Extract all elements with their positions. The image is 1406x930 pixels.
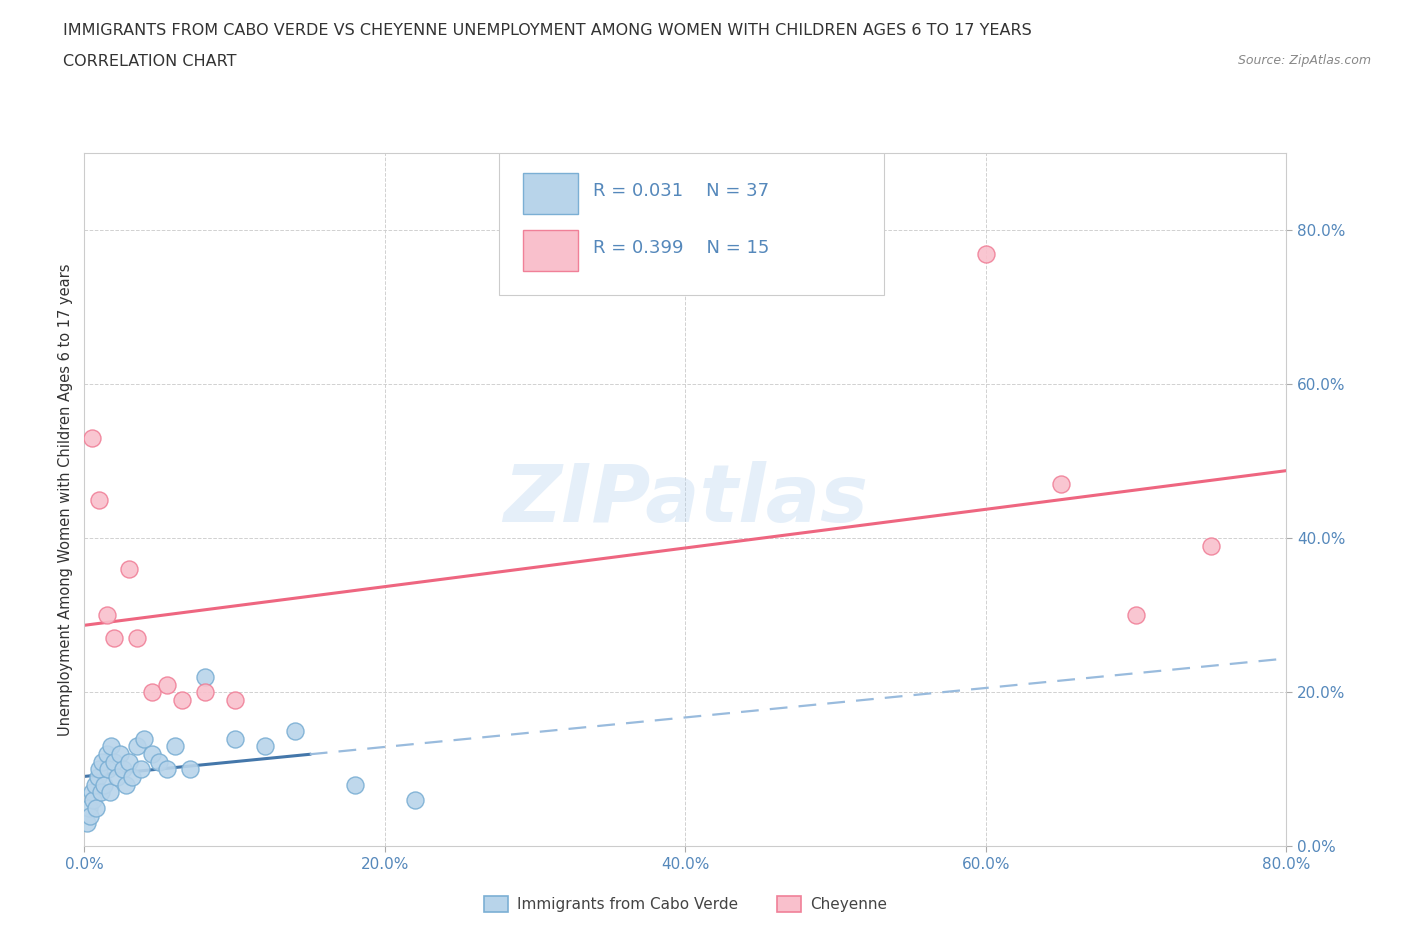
- Text: R = 0.031    N = 37: R = 0.031 N = 37: [593, 182, 769, 200]
- Point: [80, 785, 103, 800]
- Point: [253, 738, 276, 753]
- Point: [118, 754, 141, 769]
- Point: [103, 754, 125, 769]
- Point: [89, 493, 111, 508]
- Text: R = 0.399    N = 15: R = 0.399 N = 15: [593, 239, 769, 258]
- Point: [90, 785, 112, 800]
- Point: [77, 801, 100, 816]
- Point: [343, 777, 366, 792]
- Point: [103, 631, 125, 646]
- Point: [96, 747, 118, 762]
- Point: [163, 738, 186, 753]
- Point: [224, 693, 246, 708]
- FancyBboxPatch shape: [499, 153, 884, 296]
- Point: [80, 431, 103, 445]
- Point: [115, 777, 138, 792]
- Point: [284, 724, 307, 738]
- Point: [112, 762, 135, 777]
- Point: [156, 677, 179, 692]
- Point: [97, 762, 120, 777]
- Point: [79, 808, 101, 823]
- Point: [76, 816, 98, 830]
- Point: [194, 684, 217, 699]
- Point: [134, 731, 156, 746]
- Point: [404, 792, 426, 807]
- Point: [224, 731, 246, 746]
- Point: [170, 693, 193, 708]
- Point: [118, 562, 141, 577]
- Point: [107, 770, 129, 785]
- Point: [93, 777, 115, 792]
- Point: [86, 801, 108, 816]
- Point: [194, 670, 217, 684]
- Point: [125, 631, 148, 646]
- Point: [156, 762, 179, 777]
- Point: [131, 762, 153, 777]
- Point: [110, 747, 132, 762]
- Text: IMMIGRANTS FROM CABO VERDE VS CHEYENNE UNEMPLOYMENT AMONG WOMEN WITH CHILDREN AG: IMMIGRANTS FROM CABO VERDE VS CHEYENNE U…: [63, 23, 1032, 38]
- Point: [1125, 608, 1147, 623]
- Point: [148, 754, 170, 769]
- Point: [83, 777, 105, 792]
- Text: ZIPatlas: ZIPatlas: [503, 461, 868, 538]
- Point: [82, 792, 104, 807]
- Point: [91, 754, 114, 769]
- Point: [125, 738, 148, 753]
- Point: [974, 246, 997, 261]
- Point: [141, 684, 163, 699]
- Y-axis label: Unemployment Among Women with Children Ages 6 to 17 years: Unemployment Among Women with Children A…: [58, 263, 73, 737]
- Point: [89, 762, 111, 777]
- FancyBboxPatch shape: [523, 231, 578, 272]
- Point: [179, 762, 201, 777]
- Point: [100, 738, 122, 753]
- Point: [121, 770, 143, 785]
- FancyBboxPatch shape: [523, 173, 578, 214]
- Point: [98, 785, 121, 800]
- Text: CORRELATION CHART: CORRELATION CHART: [63, 54, 236, 69]
- Point: [1201, 538, 1223, 553]
- Text: Source: ZipAtlas.com: Source: ZipAtlas.com: [1237, 54, 1371, 67]
- Point: [87, 770, 110, 785]
- Point: [141, 747, 163, 762]
- Point: [1050, 477, 1073, 492]
- Point: [96, 608, 118, 623]
- Legend: Immigrants from Cabo Verde, Cheyenne: Immigrants from Cabo Verde, Cheyenne: [478, 890, 893, 918]
